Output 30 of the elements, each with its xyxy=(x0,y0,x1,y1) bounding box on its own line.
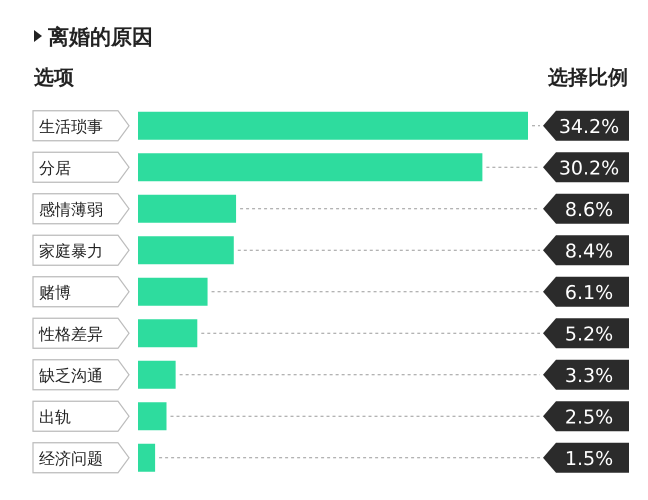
y-tick-label: 分居 xyxy=(39,158,71,178)
y-tick-label: 感情薄弱 xyxy=(39,200,103,219)
bar xyxy=(138,194,236,223)
data-label: 5.2% xyxy=(564,323,614,346)
data-label: 2.5% xyxy=(564,406,614,428)
y-tick-label: 经济问题 xyxy=(39,448,103,468)
y-tick-label: 性格差异 xyxy=(38,324,103,344)
bar xyxy=(138,153,482,182)
bar xyxy=(138,444,156,472)
y-tick-label: 家庭暴力 xyxy=(39,241,103,260)
data-label: 3.3% xyxy=(564,364,614,387)
data-label: 8.4% xyxy=(564,240,614,262)
y-tick-label: 出轨 xyxy=(39,407,71,426)
data-label: 30.2% xyxy=(558,157,620,180)
bar xyxy=(138,319,198,348)
bar xyxy=(138,236,234,264)
data-label: 1.5% xyxy=(564,448,614,470)
data-label: 34.2% xyxy=(558,116,620,138)
data-label: 8.6% xyxy=(564,198,614,221)
chart-title: 离婚的原因 xyxy=(47,25,153,49)
y-axis-title: 选项 xyxy=(33,65,74,89)
data-label: 6.1% xyxy=(564,282,614,304)
x-axis-title: 选择比例 xyxy=(547,65,628,89)
bar xyxy=(138,402,167,430)
y-tick-label: 赌博 xyxy=(39,282,71,302)
y-tick-label: 生活琐事 xyxy=(39,116,103,136)
y-tick-label: 缺乏沟通 xyxy=(39,366,103,385)
bar xyxy=(138,112,528,140)
bar xyxy=(138,278,208,306)
bar xyxy=(138,360,176,389)
